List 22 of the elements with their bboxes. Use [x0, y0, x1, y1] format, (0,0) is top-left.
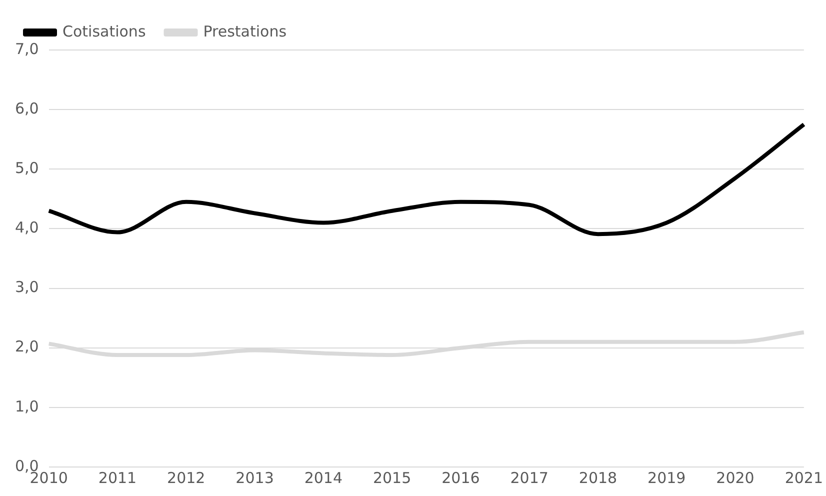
y-tick-label: 7,0 — [14, 40, 39, 58]
x-tick-label: 2015 — [372, 468, 412, 487]
x-tick-label: 2016 — [442, 468, 480, 487]
y-tick-label: 4,0 — [14, 218, 39, 237]
x-tick-label: 2011 — [98, 468, 137, 487]
legend-label: Prestations — [203, 22, 287, 40]
y-tick-label: 5,0 — [14, 159, 39, 178]
x-tick-label: 2013 — [236, 468, 274, 487]
y-tick-label: 3,0 — [14, 278, 39, 296]
y-tick-label: 2,0 — [14, 338, 39, 356]
x-tick-label: 2021 — [784, 468, 824, 487]
y-tick-label: 6,0 — [14, 99, 39, 118]
x-tick-label: 2020 — [716, 468, 754, 487]
y-tick-label: 1,0 — [14, 397, 39, 416]
x-tick-label: 2014 — [304, 468, 343, 487]
line-series — [46, 330, 806, 358]
legend-label: Cotisations — [62, 22, 146, 40]
x-tick-label: 2017 — [510, 468, 548, 487]
x-tick-label: 2019 — [648, 468, 686, 487]
x-tick-label: 2018 — [578, 468, 618, 487]
x-tick-label: 2012 — [167, 468, 206, 487]
line-series — [46, 122, 806, 236]
